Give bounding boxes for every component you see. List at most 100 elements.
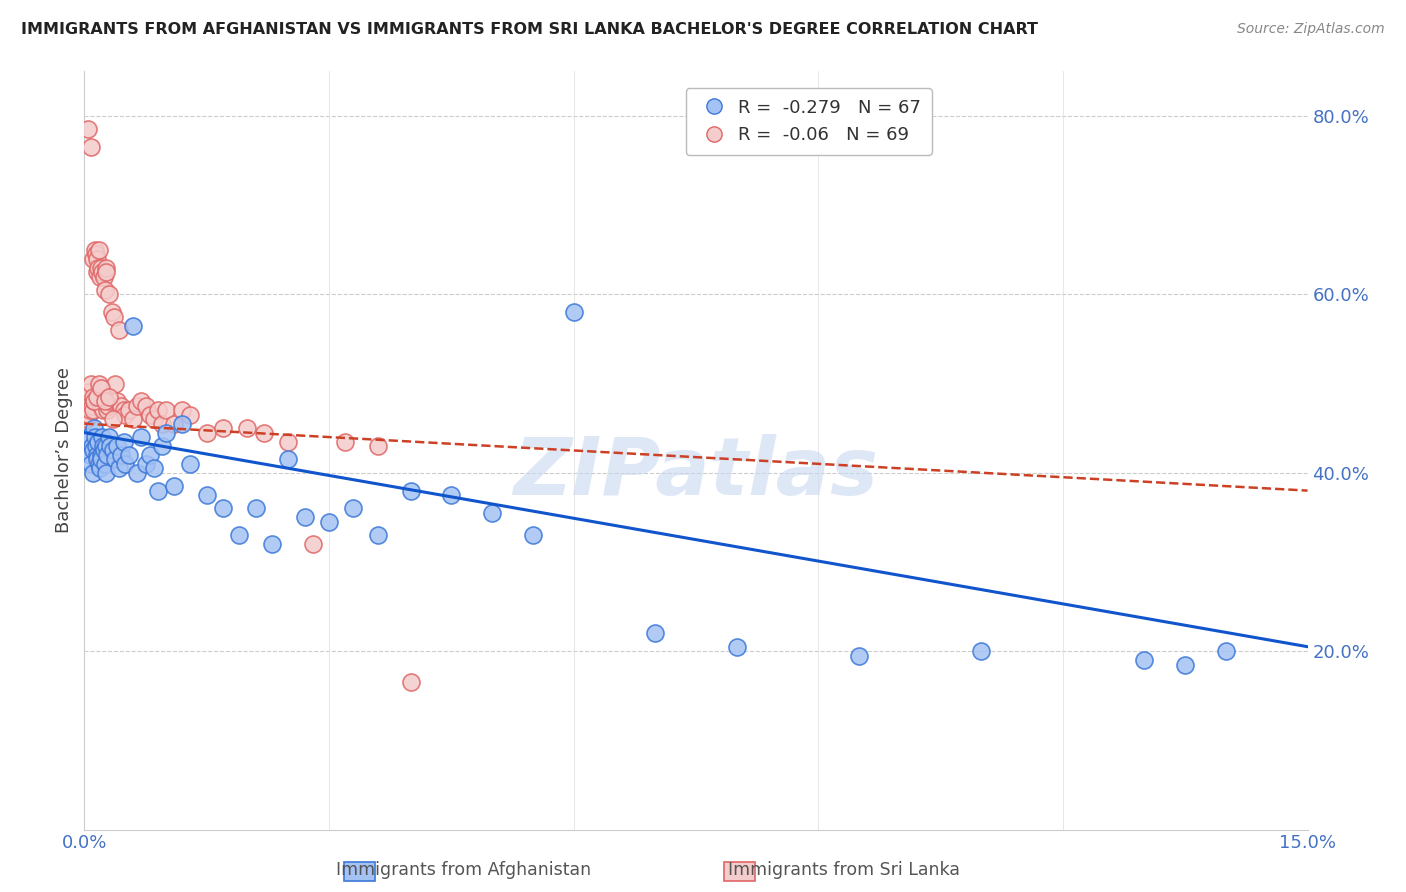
- Point: [118, 403, 141, 417]
- Point: [318, 515, 340, 529]
- Point: [146, 483, 169, 498]
- Point: [101, 443, 124, 458]
- Point: [96, 403, 118, 417]
- Point: [179, 457, 201, 471]
- Point: [155, 425, 177, 440]
- Point: [335, 434, 357, 449]
- Point: [294, 510, 316, 524]
- Point: [94, 260, 117, 275]
- Point: [110, 399, 132, 413]
- Y-axis label: Bachelor’s Degree: Bachelor’s Degree: [55, 368, 73, 533]
- Point: [135, 399, 157, 413]
- Point: [253, 425, 276, 440]
- Point: [127, 466, 149, 480]
- Text: Immigrants from Sri Lanka: Immigrants from Sri Lanka: [727, 861, 960, 879]
- Point: [112, 434, 135, 449]
- Point: [83, 421, 105, 435]
- Point: [342, 501, 364, 516]
- Point: [848, 648, 870, 663]
- Point: [86, 390, 108, 404]
- Point: [82, 466, 104, 480]
- Point: [440, 488, 463, 502]
- Point: [399, 483, 422, 498]
- Point: [212, 421, 235, 435]
- Point: [90, 260, 112, 275]
- Point: [172, 403, 194, 417]
- Point: [83, 394, 105, 409]
- Point: [82, 443, 104, 458]
- Point: [195, 488, 218, 502]
- Point: [80, 140, 103, 154]
- Point: [725, 640, 748, 654]
- Point: [481, 506, 503, 520]
- Point: [112, 403, 135, 417]
- Point: [138, 408, 160, 422]
- Point: [91, 439, 114, 453]
- Point: [84, 243, 107, 257]
- Point: [212, 501, 235, 516]
- Point: [150, 417, 173, 431]
- Point: [80, 399, 103, 413]
- Legend: R =  -0.279   N = 67, R =  -0.06   N = 69: R = -0.279 N = 67, R = -0.06 N = 69: [686, 88, 932, 154]
- Point: [114, 457, 136, 471]
- Point: [79, 403, 101, 417]
- Point: [89, 269, 111, 284]
- Point: [77, 122, 100, 136]
- Point: [89, 461, 111, 475]
- Point: [93, 269, 115, 284]
- Point: [150, 439, 173, 453]
- Point: [104, 452, 127, 467]
- Text: Source: ZipAtlas.com: Source: ZipAtlas.com: [1237, 22, 1385, 37]
- Point: [93, 443, 115, 458]
- Point: [93, 457, 115, 471]
- Point: [83, 394, 105, 409]
- Point: [142, 461, 165, 475]
- Point: [87, 376, 110, 391]
- Point: [84, 430, 107, 444]
- Point: [87, 260, 110, 275]
- Point: [172, 417, 194, 431]
- Point: [104, 376, 127, 391]
- Point: [122, 412, 145, 426]
- Point: [97, 399, 120, 413]
- Point: [101, 305, 124, 319]
- Point: [90, 399, 112, 413]
- Point: [142, 412, 165, 426]
- Point: [118, 448, 141, 462]
- Point: [107, 461, 129, 475]
- Point: [96, 466, 118, 480]
- Point: [96, 265, 118, 279]
- Point: [179, 408, 201, 422]
- Point: [86, 452, 108, 467]
- Point: [1133, 653, 1156, 667]
- Point: [562, 305, 585, 319]
- Point: [131, 430, 153, 444]
- Text: IMMIGRANTS FROM AFGHANISTAN VS IMMIGRANTS FROM SRI LANKA BACHELOR'S DEGREE CORRE: IMMIGRANTS FROM AFGHANISTAN VS IMMIGRANT…: [21, 22, 1038, 37]
- Point: [131, 394, 153, 409]
- Point: [97, 430, 120, 444]
- Point: [93, 283, 115, 297]
- Point: [399, 675, 422, 690]
- Point: [644, 626, 666, 640]
- Point: [100, 394, 122, 409]
- Point: [970, 644, 993, 658]
- Point: [77, 430, 100, 444]
- Point: [97, 390, 120, 404]
- Point: [103, 310, 125, 324]
- Point: [1174, 657, 1197, 672]
- Point: [77, 385, 100, 400]
- Point: [84, 439, 107, 453]
- Point: [138, 448, 160, 462]
- Point: [82, 390, 104, 404]
- Point: [100, 439, 122, 453]
- Point: [80, 376, 103, 391]
- Point: [236, 421, 259, 435]
- Point: [101, 412, 124, 426]
- Point: [90, 448, 112, 462]
- Point: [79, 448, 101, 462]
- Point: [82, 403, 104, 417]
- Point: [86, 265, 108, 279]
- Point: [84, 247, 107, 261]
- Point: [522, 528, 544, 542]
- Point: [135, 457, 157, 471]
